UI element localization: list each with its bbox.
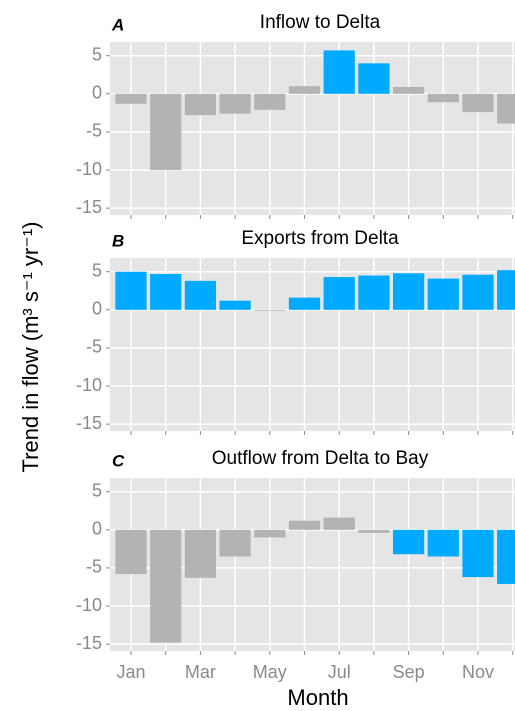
bar [497,529,515,584]
bar [427,93,459,103]
bar [184,280,217,310]
bar [323,517,355,530]
panel-label: A [111,15,124,34]
bar [497,270,515,310]
bar [254,93,286,110]
bar [497,93,515,124]
y-tick-label: 5 [92,44,102,64]
y-tick-label: 5 [92,480,102,500]
bar [254,529,286,538]
x-tick-label: Nov [462,662,494,682]
bar [358,63,390,94]
bar [115,271,147,310]
y-tick-label: -15 [76,197,102,217]
panel [110,258,515,431]
bar [254,309,286,311]
bar [219,529,251,557]
bar [392,273,425,310]
bar [150,93,182,171]
bar [184,93,217,116]
bar [184,529,217,578]
bar [427,278,459,310]
bar [427,529,459,557]
bar [323,277,355,310]
bar [392,529,425,555]
bar [462,274,494,310]
bar [462,93,494,113]
y-tick-label: 5 [92,260,102,280]
x-tick-label: Jul [328,662,351,682]
y-tick-label: -5 [86,557,102,577]
bar [150,274,182,310]
bar [115,93,147,104]
y-tick-label: 0 [92,299,102,319]
bar [323,50,355,94]
bar [288,86,321,94]
bar [219,300,251,310]
y-tick-label: -15 [76,413,102,433]
bar [392,86,425,94]
y-tick-label: 0 [92,519,102,539]
panel [110,478,515,651]
bar [288,520,321,530]
y-tick-label: -10 [76,375,102,395]
panel-label: C [112,451,125,470]
bar [219,93,251,114]
bar [462,529,494,578]
y-tick-label: -15 [76,633,102,653]
bar [150,529,182,643]
x-axis-title: Month [287,685,348,710]
bar [358,529,390,533]
y-tick-label: 0 [92,83,102,103]
bar [358,275,390,310]
chart-title: Outflow from Delta to Bay [212,448,429,469]
y-tick-label: -10 [76,595,102,615]
chart-title: Exports from Delta [241,228,399,249]
y-tick-label: -5 [86,337,102,357]
panel-label: B [112,231,124,250]
x-tick-label: Mar [185,662,216,682]
x-tick-label: May [253,662,287,682]
panel [110,42,515,215]
x-tick-label: Jan [116,662,145,682]
bar [115,529,147,575]
y-axis-title: Trend in flow (m³ s⁻¹ yr⁻¹) [18,222,43,473]
x-tick-label: Sep [393,662,425,682]
y-tick-label: -5 [86,121,102,141]
bar [288,297,321,310]
y-tick-label: -10 [76,159,102,179]
chart-title: Inflow to Delta [260,12,381,33]
